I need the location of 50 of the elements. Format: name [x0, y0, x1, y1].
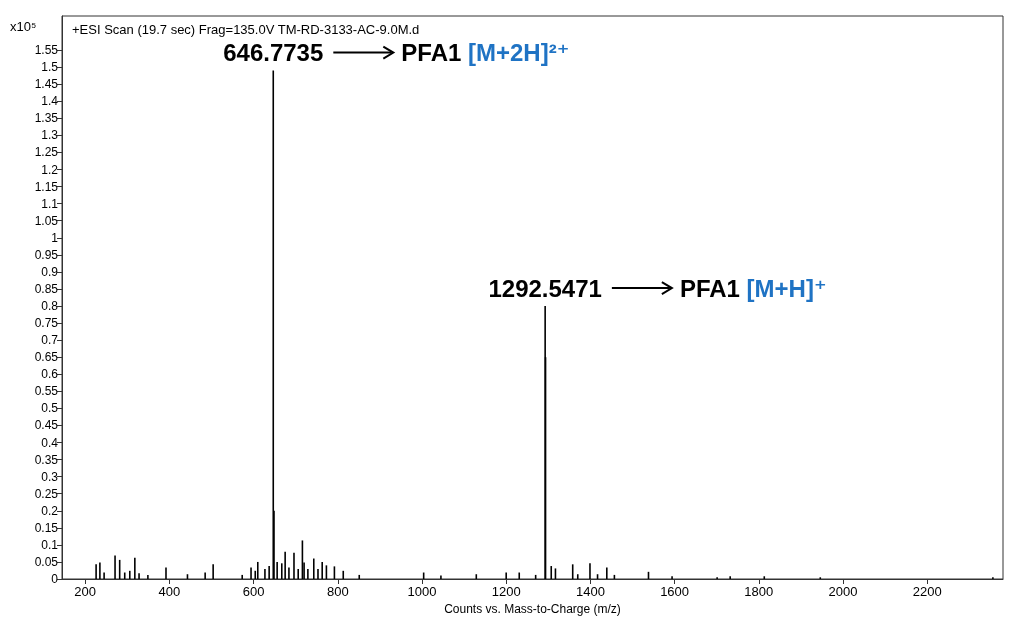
y-tick-label: 0.95: [34, 247, 59, 262]
y-tick-label: 0.8: [41, 299, 59, 314]
text: +ESI Scan (19.7 sec) Frag=135.0V TM-RD-3133-AC-9.0M.d: [72, 22, 420, 37]
y-tick-label: 0.65: [34, 350, 59, 365]
y-tick-label: 0.3: [41, 469, 59, 484]
y-tick-label: 0.9: [41, 264, 59, 279]
y-tick-label: 1.4: [41, 94, 59, 109]
annotation: 1292.5471: [488, 274, 602, 302]
y-tick-label: 0.5: [41, 401, 59, 416]
y-axis-title: x10⁵: [10, 19, 37, 34]
y-tick-label: 1.1: [41, 196, 59, 211]
y-tick-label: 0.6: [41, 367, 59, 382]
x-tick-label: 400: [158, 584, 181, 599]
x-tick-label: 1200: [491, 584, 521, 599]
y-tick-label: 0: [51, 572, 59, 586]
x-tick-label: 1000: [407, 584, 437, 599]
y-tick-label: 0.25: [34, 486, 59, 501]
y-tick-label: 0.7: [41, 333, 59, 348]
y-tick-label: 0.75: [34, 316, 59, 331]
y-tick-label: 1.25: [34, 145, 59, 160]
y-tick-label: 0.85: [34, 281, 59, 296]
annotation: 646.7735: [223, 39, 324, 67]
y-tick-label: 0.35: [34, 452, 59, 467]
x-tick-label: 1800: [744, 584, 774, 599]
x-axis-title: Counts vs. Mass-to-Charge (m/z): [444, 602, 621, 616]
y-tick-label: 0.45: [34, 418, 59, 433]
x-tick-label: 600: [242, 584, 265, 599]
y-tick-label: 1.45: [34, 77, 59, 92]
y-tick-label: 0.4: [41, 435, 59, 450]
y-tick-label: 0.15: [34, 520, 59, 535]
y-tick-label: 1.35: [34, 111, 59, 126]
y-tick-label: 0.05: [34, 554, 59, 569]
x-tick-label: 2200: [912, 584, 942, 599]
y-tick-label: 1.2: [41, 162, 59, 177]
x-tick-label: 2000: [828, 584, 858, 599]
y-tick-label: 0.1: [41, 537, 59, 552]
y-tick-label: 0.2: [41, 503, 59, 518]
x-tick-label: 1400: [575, 584, 605, 599]
y-tick-label: 1.3: [41, 128, 59, 143]
x-tick-label: 800: [326, 584, 349, 599]
y-tick-label: 1: [51, 230, 59, 245]
y-tick-label: 1.55: [34, 43, 59, 58]
y-tick-label: 0.55: [34, 384, 59, 399]
x-tick-label: 200: [74, 584, 97, 599]
y-tick-label: 1.05: [34, 213, 59, 228]
annotation: PFA1 [M+2H]²⁺: [401, 39, 570, 67]
annotation: PFA1 [M+H]⁺: [679, 274, 827, 302]
y-tick-label: 1.15: [34, 179, 59, 194]
x-tick-label: 1600: [660, 584, 690, 599]
y-tick-label: 1.5: [41, 60, 59, 75]
